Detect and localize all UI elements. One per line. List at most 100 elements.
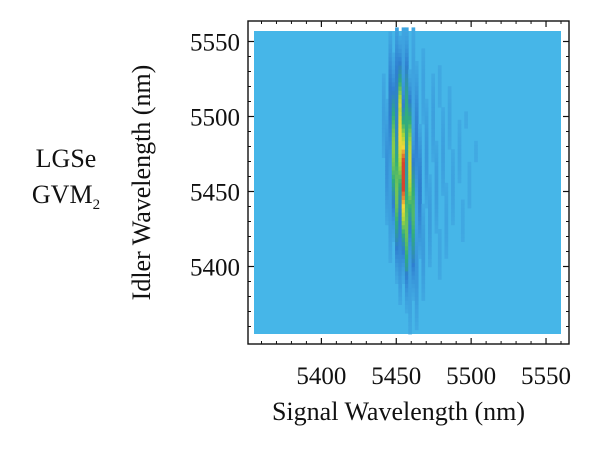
heatmap-cell bbox=[404, 199, 409, 205]
heatmap-cell bbox=[388, 98, 393, 104]
heatmap-cell bbox=[414, 308, 419, 314]
heatmap-cell bbox=[404, 111, 409, 116]
heatmap-cell bbox=[408, 325, 412, 331]
heatmap-cell bbox=[404, 250, 409, 255]
heatmap-cell bbox=[437, 69, 442, 74]
heatmap-cell bbox=[460, 216, 465, 221]
heatmap-cell bbox=[447, 115, 452, 121]
heatmap-cell bbox=[401, 48, 406, 53]
heatmap-cell bbox=[401, 245, 406, 251]
heatmap-cell bbox=[451, 178, 455, 184]
heatmap-cell bbox=[398, 258, 403, 263]
heatmap-cell bbox=[395, 258, 399, 263]
heatmap-cell bbox=[385, 111, 389, 116]
heatmap-cell bbox=[411, 35, 416, 41]
heatmap-cell bbox=[418, 254, 422, 259]
heatmap-cell bbox=[411, 157, 416, 163]
heatmap-cell bbox=[421, 245, 426, 251]
heatmap-cell bbox=[437, 250, 442, 255]
heatmap-cell bbox=[457, 153, 462, 158]
heatmap-cell bbox=[388, 132, 393, 137]
heatmap-cell bbox=[441, 170, 445, 175]
heatmap-cell bbox=[391, 170, 396, 175]
heatmap-cell bbox=[421, 275, 426, 280]
heatmap-cell bbox=[421, 107, 426, 112]
heatmap-cell bbox=[391, 111, 396, 116]
heatmap-cell bbox=[421, 254, 426, 259]
heatmap-cell bbox=[395, 161, 399, 167]
heatmap-cell bbox=[391, 98, 396, 104]
heatmap-cell bbox=[411, 237, 416, 242]
heatmap-cell bbox=[401, 199, 406, 205]
heatmap-cell bbox=[385, 132, 389, 137]
heatmap-cell bbox=[398, 296, 403, 301]
heatmap-cell bbox=[421, 98, 426, 104]
heatmap-cell bbox=[404, 124, 409, 129]
crystal-label: LGSe bbox=[35, 144, 97, 173]
heatmap-cell bbox=[408, 241, 412, 247]
heatmap-cell bbox=[401, 136, 406, 142]
heatmap-cell bbox=[391, 224, 396, 230]
heatmap-cell bbox=[401, 115, 406, 121]
heatmap-cell bbox=[441, 132, 445, 137]
heatmap-cell bbox=[401, 82, 406, 87]
heatmap-cell bbox=[431, 86, 435, 91]
heatmap-cell bbox=[391, 128, 396, 133]
heatmap-cell bbox=[408, 296, 412, 301]
heatmap-cell bbox=[411, 283, 416, 289]
heatmap-cell bbox=[437, 233, 442, 238]
heatmap-cell bbox=[408, 98, 412, 104]
heatmap-cell bbox=[444, 245, 449, 251]
heatmap-cell bbox=[421, 90, 426, 95]
gvm-label-main: GVM bbox=[31, 180, 93, 209]
heatmap-cell bbox=[411, 161, 416, 167]
heatmap-cell bbox=[408, 111, 412, 116]
heatmap-cell bbox=[388, 103, 393, 108]
heatmap-cell bbox=[421, 115, 426, 121]
heatmap-cell bbox=[395, 111, 399, 116]
heatmap-cell bbox=[431, 98, 435, 104]
heatmap-cell bbox=[414, 195, 419, 200]
heatmap-cell bbox=[421, 250, 426, 255]
heatmap-cell bbox=[408, 313, 412, 318]
heatmap-cell bbox=[385, 203, 389, 209]
heatmap-cell bbox=[398, 187, 403, 192]
heatmap-cell bbox=[451, 199, 455, 205]
heatmap-cell bbox=[408, 203, 412, 209]
heatmap-cell bbox=[391, 52, 396, 58]
heatmap-cell bbox=[408, 128, 412, 133]
heatmap-cell bbox=[447, 107, 452, 112]
heatmap-cell bbox=[428, 250, 432, 255]
heatmap-cell bbox=[424, 119, 429, 125]
heatmap-cell bbox=[395, 275, 399, 280]
heatmap-cell bbox=[428, 245, 432, 251]
heatmap-cell bbox=[428, 178, 432, 184]
heatmap-cell bbox=[431, 140, 435, 146]
heatmap-cell bbox=[434, 182, 439, 188]
heatmap-cell bbox=[418, 136, 422, 142]
heatmap-cell bbox=[411, 229, 416, 234]
heatmap-cell bbox=[404, 94, 409, 100]
heatmap-cell bbox=[457, 174, 462, 179]
heatmap-cell bbox=[424, 191, 429, 196]
heatmap-cell bbox=[418, 229, 422, 234]
heatmap-cell bbox=[385, 182, 389, 188]
heatmap-cell bbox=[460, 224, 465, 230]
heatmap-cell bbox=[388, 199, 393, 205]
heatmap-cell bbox=[418, 241, 422, 247]
heatmap-cell bbox=[401, 170, 406, 175]
heatmap-cell bbox=[421, 262, 426, 268]
heatmap-cell bbox=[401, 103, 406, 108]
heatmap-cell bbox=[414, 220, 419, 226]
heatmap-cell bbox=[444, 216, 449, 221]
heatmap-cell bbox=[418, 245, 422, 251]
heatmap-cell bbox=[447, 145, 452, 150]
heatmap-cell bbox=[467, 166, 472, 171]
heatmap-cell bbox=[388, 191, 393, 196]
heatmap-cell bbox=[388, 153, 393, 158]
heatmap-cell bbox=[388, 224, 393, 230]
heatmap-cell bbox=[408, 82, 412, 87]
heatmap-cell bbox=[385, 174, 389, 179]
heatmap-cell bbox=[421, 69, 426, 74]
heatmap-cell bbox=[424, 195, 429, 200]
